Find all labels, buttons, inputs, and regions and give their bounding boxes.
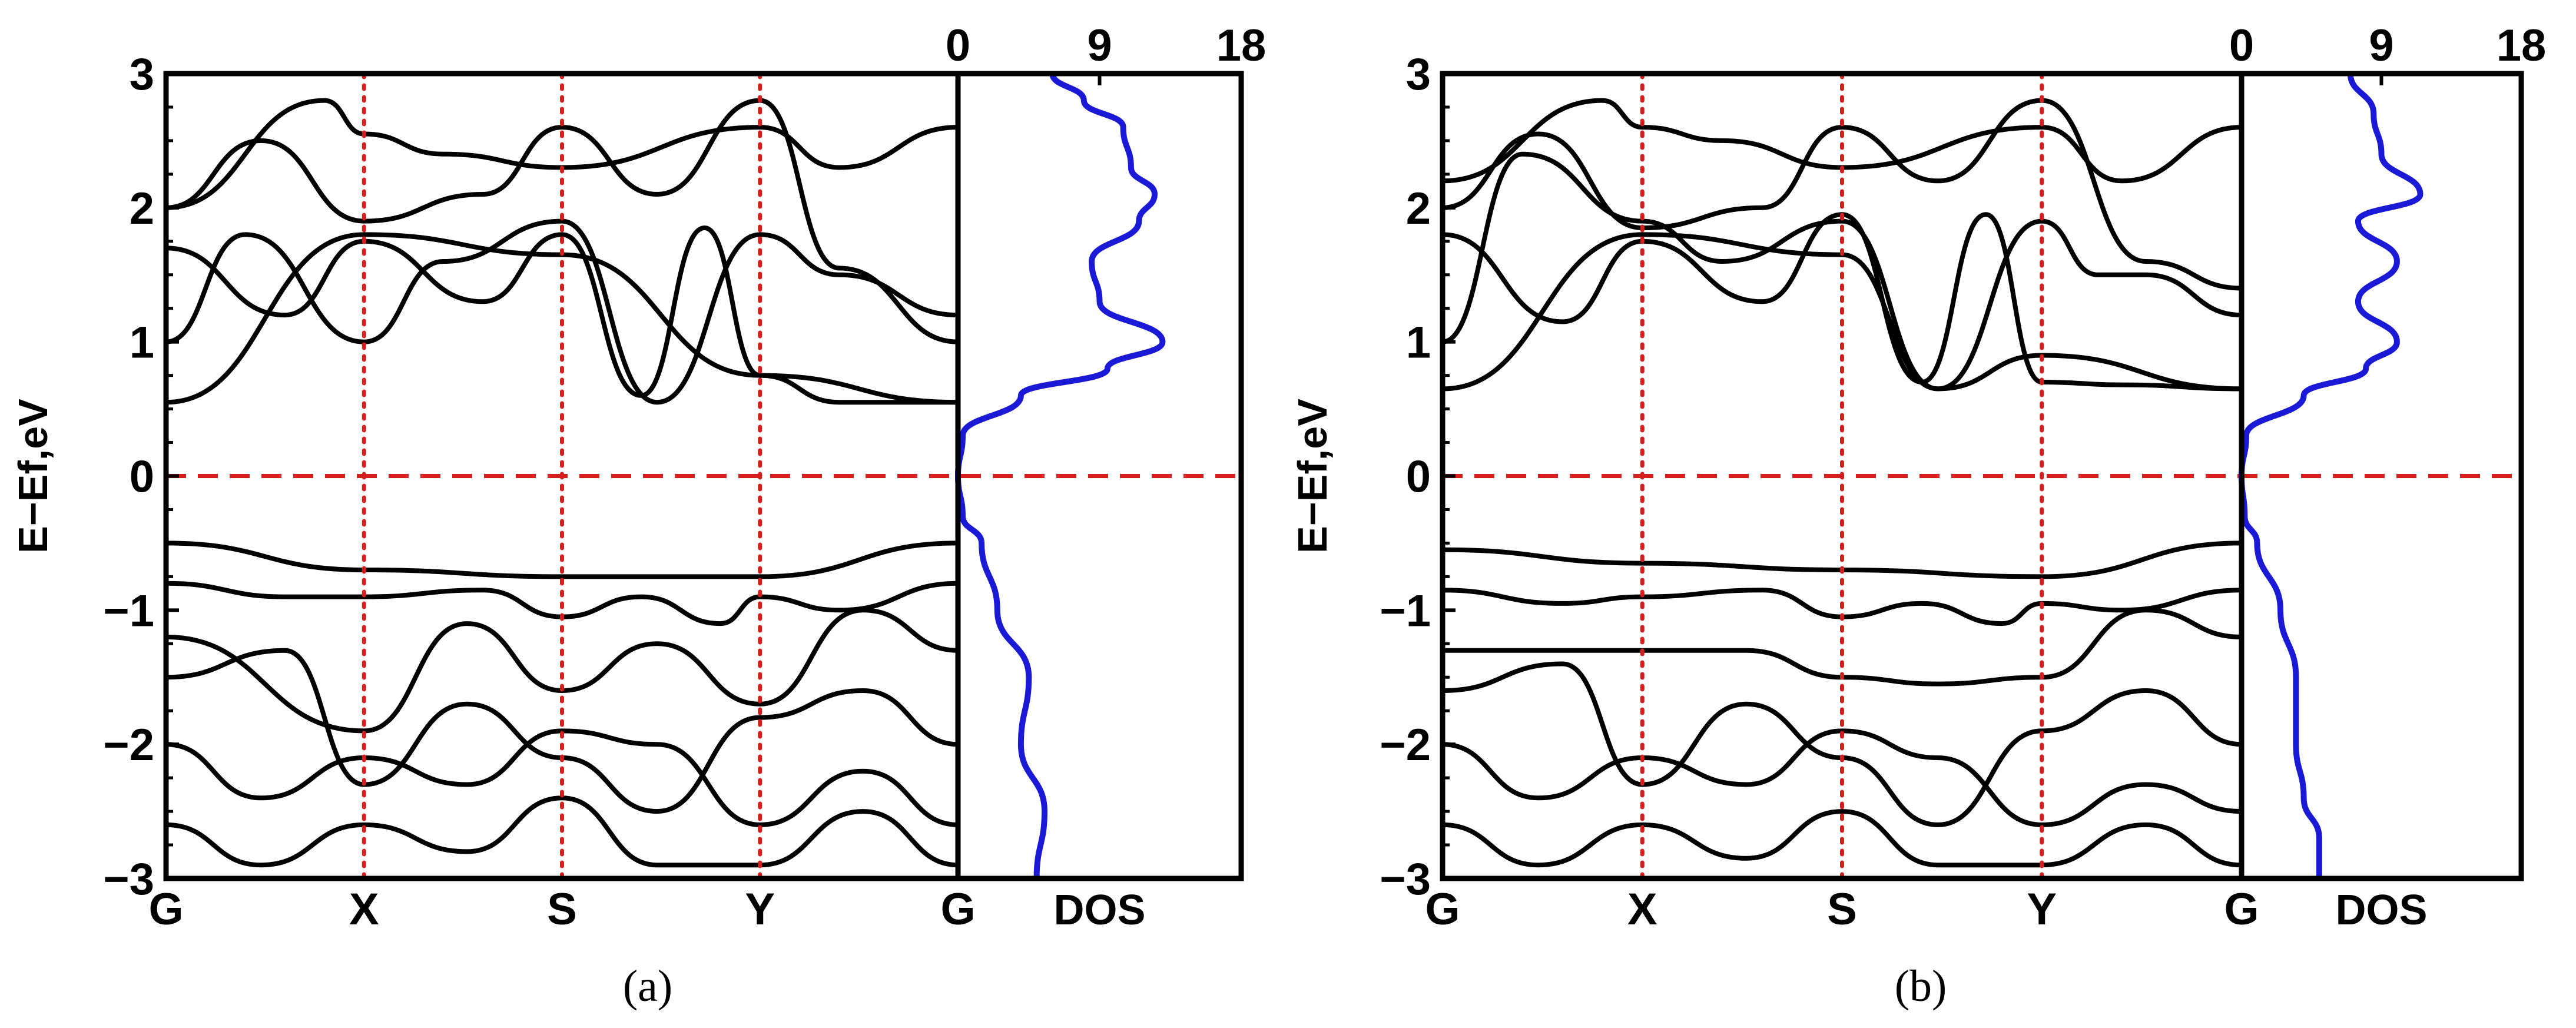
band-series-group [1443, 98, 2242, 868]
band-line-1 [1443, 232, 2242, 392]
k-point-label: S [1827, 884, 1857, 934]
dos-tick-label: 0 [2229, 21, 2254, 71]
y-axis-label: E−Ef,eV [1289, 399, 1335, 553]
panel-b: 3 2 1 0 −1 −2 −3 E−Ef,eV G X S Y G DOS 0 9 18 (b) [1289, 21, 2546, 1011]
band-line-11 [1443, 809, 2242, 868]
band-line-5 [166, 98, 958, 210]
panel-caption: (b) [1895, 961, 1947, 1011]
band-line-4 [166, 98, 958, 344]
y-tick-label: 0 [1406, 452, 1431, 502]
dos-curve [955, 72, 1166, 879]
band-line-8 [166, 608, 958, 734]
k-point-label: X [349, 884, 379, 934]
y-tick-label: 1 [130, 318, 154, 368]
dos-tick-label: 18 [1216, 21, 1267, 71]
panel-caption: (a) [623, 961, 672, 1011]
k-point-label: Y [2027, 884, 2057, 934]
y-tick-label: −1 [103, 586, 154, 636]
band-line-10 [166, 728, 958, 827]
y-axis-label: E−Ef,eV [10, 399, 56, 553]
y-tick-label: 3 [1406, 49, 1431, 100]
y-tick-label: 3 [130, 49, 154, 100]
band-line-9 [166, 648, 958, 814]
band-line-7 [166, 581, 958, 626]
k-point-label: G [1425, 884, 1460, 934]
k-point-label: G [2224, 884, 2259, 934]
panel-a: 3 2 1 0 −1 −2 −3 E−Ef,eV G X S Y G DOS 0 9 18 (a) [10, 21, 1266, 1011]
k-point-label: X [1627, 884, 1657, 934]
dos-tick-label: 9 [1087, 21, 1112, 71]
dos-axis-label: DOS [2335, 887, 2427, 934]
band-line-3 [166, 218, 958, 405]
dos-tick-label: 18 [2497, 21, 2547, 71]
y-tick-label: 2 [1406, 184, 1431, 234]
dos-tick-label: 0 [946, 21, 970, 71]
k-point-label: S [547, 884, 577, 934]
k-point-label: G [940, 884, 975, 934]
band-line-2 [1443, 212, 2242, 392]
k-point-label: Y [745, 884, 775, 934]
band-line-11 [166, 795, 958, 868]
band-line-4 [1443, 98, 2242, 291]
band-line-7 [1443, 588, 2242, 626]
k-point-label: G [148, 884, 183, 934]
y-tick-label: −1 [1380, 586, 1431, 636]
y-tick-label: −3 [103, 854, 154, 904]
band-series-group [166, 98, 958, 868]
y-tick-label: −2 [1380, 720, 1431, 770]
dos-curve [2239, 73, 2424, 879]
y-tick-label: −3 [1380, 854, 1431, 904]
band-line-10 [1443, 728, 2242, 827]
y-tick-label: −2 [103, 720, 154, 770]
y-tick-label: 2 [130, 184, 154, 234]
dos-axis-label: DOS [1053, 887, 1145, 934]
band-line-5 [1443, 98, 2242, 184]
y-tick-label: 1 [1406, 318, 1431, 368]
band-line-6 [166, 540, 958, 579]
band-line-3 [1443, 151, 2242, 392]
y-tick-label: 0 [130, 452, 154, 502]
band-line-2 [166, 226, 958, 405]
dos-tick-label: 9 [2369, 21, 2393, 71]
